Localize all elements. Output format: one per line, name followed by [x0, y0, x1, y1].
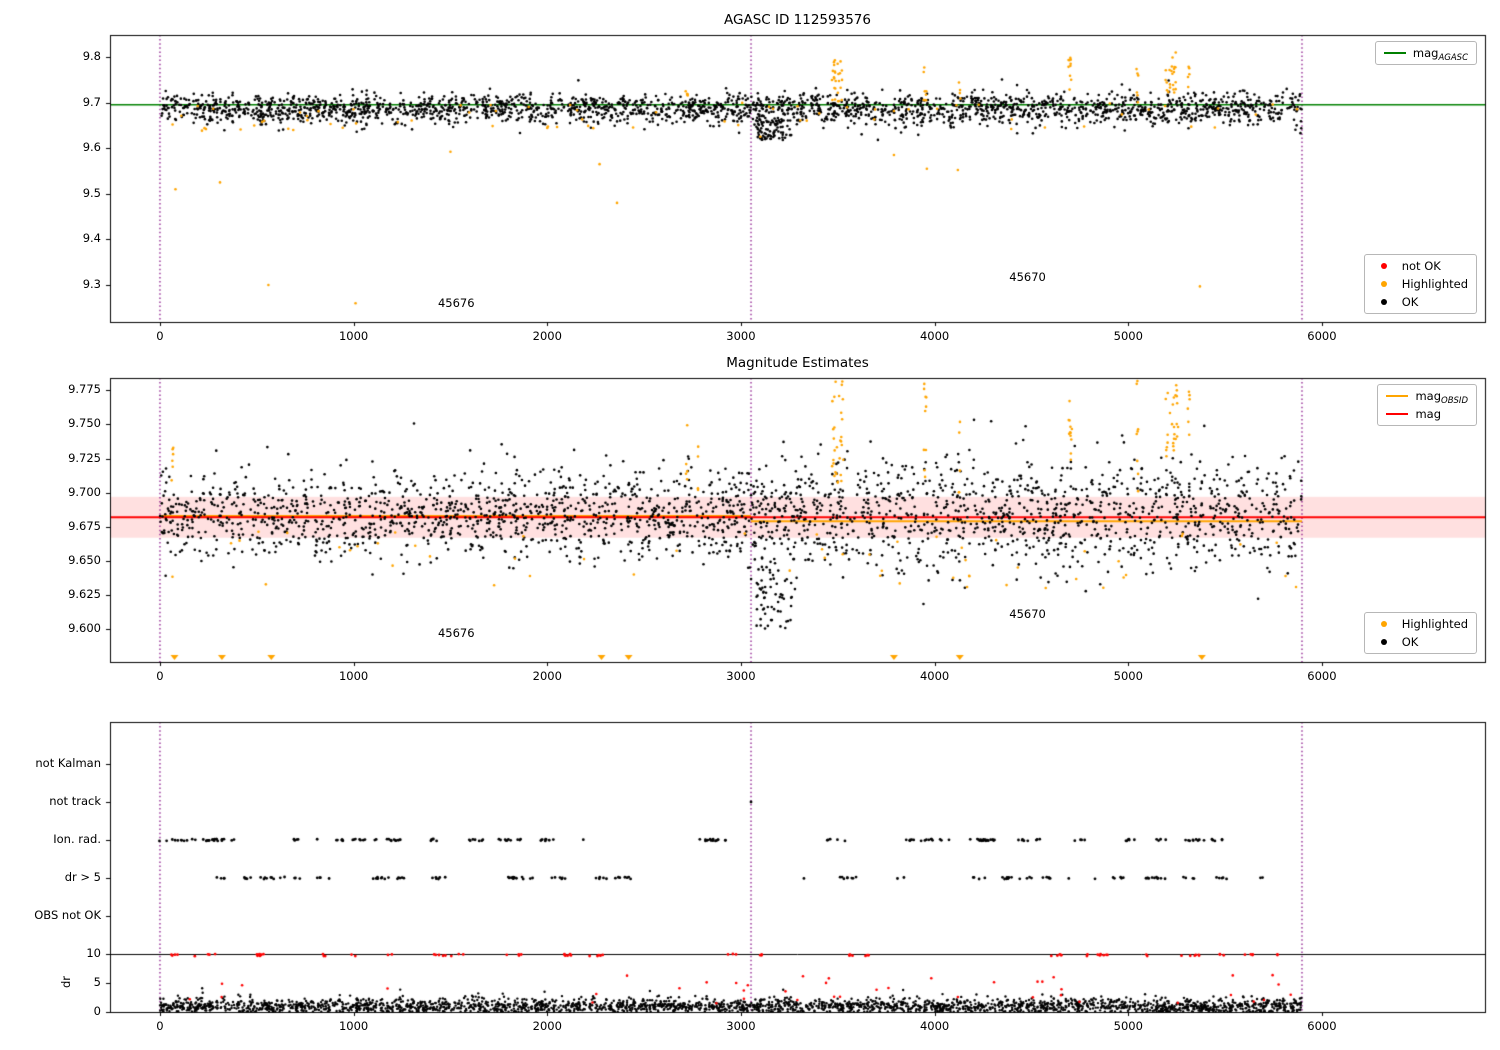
dr-axis-label: dr: [59, 975, 74, 989]
legend-plot1-bottom-item-2: OK: [1373, 295, 1468, 309]
flag-label-0: not Kalman: [35, 756, 101, 770]
tick-x-3-1000: 1000: [338, 1019, 369, 1033]
tick-y-1-9.7: 9.7: [82, 94, 101, 109]
tick-x-1-0: 0: [156, 329, 164, 343]
legend-label: mag: [1415, 407, 1442, 421]
tick-y-2-9.625: 9.625: [68, 587, 101, 602]
legend-plot1-bottom-item-0: not OK: [1373, 259, 1468, 273]
legend-label-subscript: OBSID: [1441, 396, 1468, 406]
tick-x-1-2000: 2000: [532, 329, 562, 343]
tick-y-1-9.6: 9.6: [82, 140, 101, 155]
legend-line-marker: [1383, 52, 1406, 54]
legend-plot2-bottom: Highlighted OK: [1363, 612, 1477, 654]
tick-y-2-9.7: 9.700: [68, 484, 101, 499]
legend-label: magAGASC: [1412, 46, 1468, 63]
tick-y-2-9.725: 9.725: [68, 450, 101, 465]
legend-plot1-top: magAGASC: [1374, 41, 1477, 65]
tick-y-2-9.6: 9.600: [68, 621, 101, 636]
dr-tick-0: 0: [93, 1004, 101, 1018]
tick-x-2-5000: 5000: [1113, 669, 1143, 683]
tick-x-3-3000: 3000: [726, 1019, 756, 1033]
tick-x-1-4000: 4000: [919, 329, 950, 343]
tick-x-1-6000: 6000: [1307, 329, 1337, 343]
legend-dot-marker: [1380, 281, 1387, 287]
legend-label: not OK: [1401, 259, 1441, 273]
flag-label-1: not track: [49, 794, 101, 808]
legend-plot1-bottom-item-1: Highlighted: [1373, 277, 1468, 291]
tick-x-3-2000: 2000: [532, 1019, 562, 1033]
tick-x-2-4000: 4000: [919, 669, 950, 683]
tick-x-3-0: 0: [156, 1019, 164, 1033]
flag-label-3: dr > 5: [64, 870, 101, 884]
legend-dot-marker: [1380, 621, 1387, 627]
tick-y-1-9.8: 9.8: [82, 48, 101, 63]
tick-x-2-0: 0: [156, 669, 164, 683]
dr-tick-5: 5: [93, 975, 101, 989]
flag-label-4: OBS not OK: [34, 908, 101, 922]
legend-label: OK: [1401, 295, 1419, 309]
legend-label: Highlighted: [1401, 617, 1468, 631]
flag-label-2: Ion. rad.: [53, 832, 101, 846]
legend-line-marker: [1386, 413, 1409, 415]
dr-tick-10: 10: [86, 946, 101, 960]
tick-y-1-9.3: 9.3: [82, 277, 101, 292]
legend-plot2-bottom-item-0: Highlighted: [1373, 617, 1468, 631]
tick-x-1-1000: 1000: [338, 329, 369, 343]
tick-y-1-9.4: 9.4: [82, 231, 101, 246]
tick-x-1-5000: 5000: [1113, 329, 1143, 343]
tick-y-2-9.65: 9.650: [68, 552, 101, 567]
annotation-obsid-45670-p2: 45670: [1009, 607, 1046, 622]
legend-label-subscript: AGASC: [1438, 53, 1468, 63]
legend-line-marker: [1386, 395, 1409, 397]
legend-plot2-top-item-0: magOBSID: [1386, 389, 1468, 406]
tick-x-3-5000: 5000: [1113, 1019, 1143, 1033]
legend-plot2-bottom-item-1: OK: [1373, 635, 1468, 649]
tick-x-3-4000: 4000: [919, 1019, 950, 1033]
annotation-obsid-45670: 45670: [1009, 270, 1046, 285]
legend-dot-marker: [1380, 639, 1387, 645]
tick-x-2-3000: 3000: [726, 669, 756, 683]
legend-dot-marker: [1380, 263, 1387, 269]
legend-plot2-top: magOBSID mag: [1377, 384, 1477, 426]
plot1-title: AGASC ID 112593576: [724, 12, 871, 28]
legend-plot1-bottom: not OK Highlighted OK: [1363, 254, 1477, 314]
legend-plot2-top-item-1: mag: [1386, 407, 1468, 421]
legend-label: OK: [1401, 635, 1419, 649]
tick-y-2-9.75: 9.750: [68, 416, 101, 431]
annotation-obsid-45676: 45676: [437, 296, 475, 311]
tick-x-2-6000: 6000: [1307, 669, 1337, 683]
legend-plot1-top-item-0: magAGASC: [1383, 46, 1468, 63]
tick-y-2-9.675: 9.675: [68, 518, 101, 533]
legend-label: Highlighted: [1401, 277, 1468, 291]
legend-dot-marker: [1380, 299, 1387, 305]
legend-label: magOBSID: [1415, 389, 1468, 406]
tick-x-2-2000: 2000: [532, 669, 562, 683]
tick-y-1-9.5: 9.5: [82, 185, 101, 200]
tick-y-2-9.775: 9.775: [68, 382, 101, 397]
annotation-obsid-45676-p2: 45676: [437, 626, 475, 641]
tick-x-1-3000: 3000: [726, 329, 756, 343]
tick-x-2-1000: 1000: [338, 669, 369, 683]
plot2-title: Magnitude Estimates: [726, 355, 869, 371]
tick-x-3-6000: 6000: [1307, 1019, 1337, 1033]
